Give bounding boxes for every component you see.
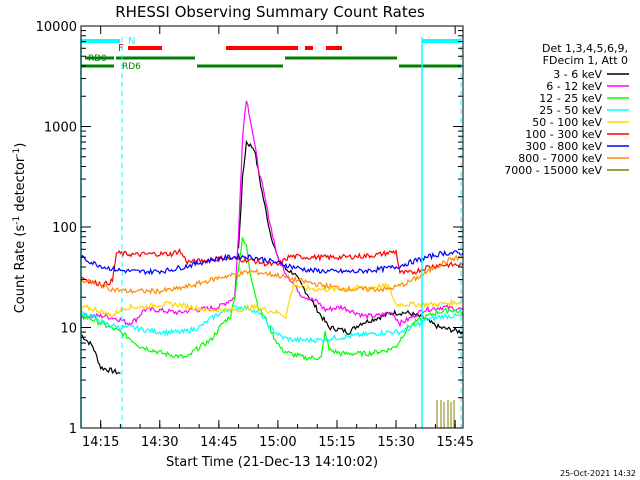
- status-bars: N F RD0 RD6: [81, 36, 461, 72]
- decim-label-rd0: RD0: [88, 54, 107, 64]
- y-tick-label: 100: [52, 221, 77, 236]
- series-7000-15000-kev-spikes: [436, 400, 455, 428]
- decim-label-rd6: RD6: [122, 62, 141, 72]
- x-tick-label: 14:45: [200, 435, 237, 450]
- legend-label: 6 - 12 keV: [546, 80, 602, 93]
- series-line-100-300-kev: [80, 247, 464, 287]
- x-tick-label: 15:30: [377, 435, 414, 450]
- chart-title: RHESSI Observing Summary Count Rates: [115, 3, 425, 21]
- legend-label: 25 - 50 keV: [539, 104, 602, 117]
- corner-timestamp: 25-Oct-2021 14:32: [560, 469, 636, 478]
- y-tick-label: 1: [69, 422, 77, 437]
- legend-label: 800 - 7000 keV: [518, 152, 602, 165]
- x-tick-label: 14:30: [141, 435, 178, 450]
- flare-label: F: [118, 43, 124, 54]
- legend-label: 50 - 100 keV: [532, 116, 602, 129]
- x-axis-label: Start Time (21-Dec-13 14:10:02): [166, 455, 378, 470]
- series-line-3-6-kev: [80, 334, 121, 375]
- y-tick-label: 1000: [44, 121, 77, 136]
- series-line-6-12-kev: [80, 100, 464, 328]
- legend-header: Det 1,3,4,5,6,9,: [542, 42, 628, 55]
- x-tick-label: 15:45: [436, 435, 473, 450]
- legend-label: 3 - 6 keV: [553, 68, 602, 81]
- legend-label: 7000 - 15000 keV: [504, 164, 602, 177]
- series-line-300-800-kev: [80, 249, 464, 276]
- series-layer: [80, 100, 464, 375]
- legend-label: 12 - 25 keV: [539, 92, 602, 105]
- axes: 14:15 14:30 14:45 15:00 15:15 15:30 15:45 1 10 10…: [36, 20, 474, 450]
- legend: Det 1,3,4,5,6,9, FDecim 1, Att 0 3 - 6 k…: [504, 42, 629, 177]
- series-line-50-100-kev: [80, 281, 464, 320]
- y-tick-label: 10000: [36, 20, 77, 35]
- x-tick-label: 15:15: [318, 435, 355, 450]
- series-line-12-25-kev: [80, 237, 464, 362]
- legend-label: 300 - 800 keV: [525, 140, 602, 153]
- series-line-800-7000-kev: [80, 254, 464, 295]
- legend-label: 100 - 300 keV: [525, 128, 602, 141]
- y-tick-label: 10: [60, 322, 77, 337]
- x-tick-label: 14:15: [82, 435, 119, 450]
- night-label: N: [128, 36, 135, 47]
- y-axis-label: Count Rate (s-1 detector-1): [12, 143, 28, 314]
- series-line-25-50-kev: [80, 303, 464, 344]
- legend-header: FDecim 1, Att 0: [543, 54, 628, 67]
- x-tick-label: 15:00: [259, 435, 296, 450]
